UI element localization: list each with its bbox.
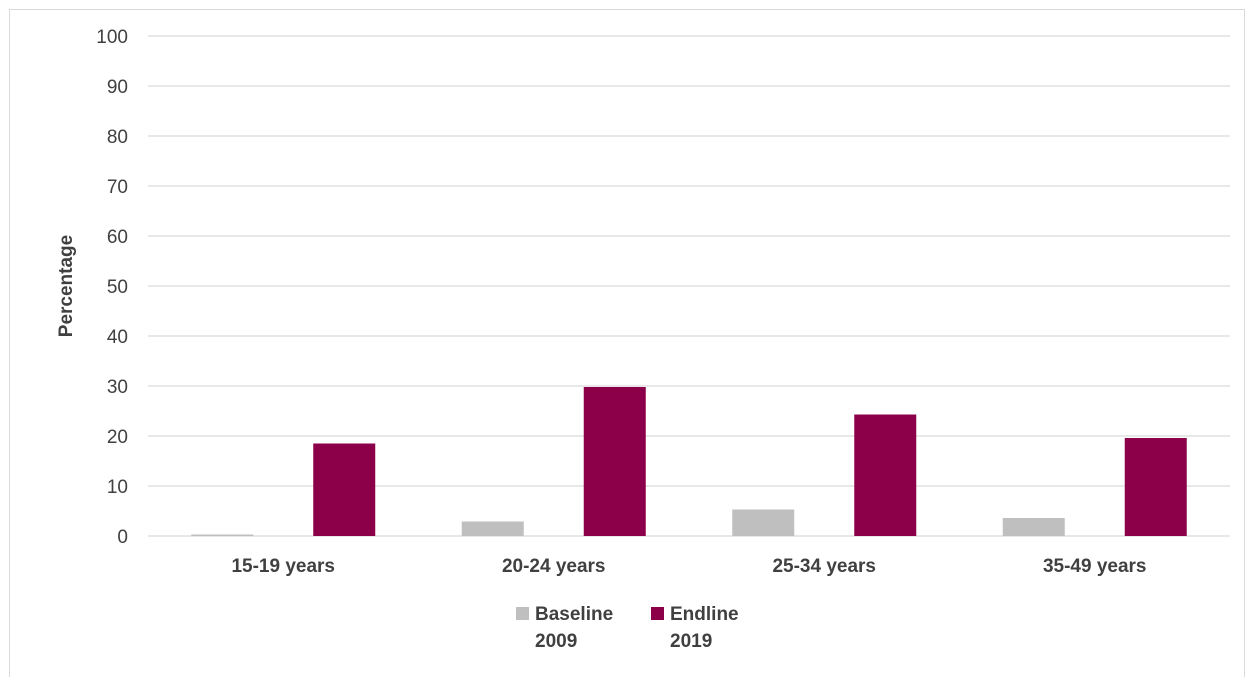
bar-endline-15-19-years: [313, 443, 376, 536]
y-tick-label: 0: [117, 527, 128, 548]
legend-label: Baseline: [535, 604, 613, 625]
y-tick-label: 20: [107, 427, 128, 448]
y-tick-label: 80: [107, 127, 128, 148]
bar-baseline-25-34-years: [732, 509, 795, 536]
legend-label: 2019: [670, 631, 712, 652]
x-category-label: 35-49 years: [1043, 556, 1147, 577]
x-category-label: 25-34 years: [772, 556, 876, 577]
y-axis-title: Percentage: [56, 235, 77, 337]
y-tick-label: 30: [107, 377, 128, 398]
y-axis-ticks: 0 10 20 30 40 50 60 70 80 90 100: [96, 27, 128, 548]
bars: [191, 387, 1187, 536]
y-tick-label: 90: [107, 77, 128, 98]
legend: Baseline 2009 Endline 2019: [516, 604, 739, 652]
bar-endline-25-34-years: [854, 414, 917, 536]
bar-baseline-20-24-years: [461, 521, 524, 536]
y-tick-label: 10: [107, 477, 128, 498]
legend-label: Endline: [670, 604, 739, 625]
legend-swatch: [651, 607, 664, 620]
bar-baseline-35-49-years: [1002, 518, 1065, 536]
x-category-label: 15-19 years: [231, 556, 335, 577]
legend-swatch: [516, 607, 529, 620]
legend-label: 2009: [535, 631, 577, 652]
chart-frame: [9, 9, 1245, 677]
y-tick-label: 40: [107, 327, 128, 348]
gridlines: [148, 35, 1230, 537]
y-tick-label: 50: [107, 277, 128, 298]
x-axis-categories: 15-19 years 20-24 years 25-34 years 35-49 y…: [231, 556, 1146, 577]
bar-endline-20-24-years: [583, 387, 646, 536]
y-tick-label: 70: [107, 177, 128, 198]
bar-baseline-15-19-years: [191, 534, 254, 536]
y-tick-label: 100: [96, 27, 128, 48]
y-tick-label: 60: [107, 227, 128, 248]
x-category-label: 20-24 years: [502, 556, 606, 577]
bar-endline-35-49-years: [1124, 438, 1187, 536]
